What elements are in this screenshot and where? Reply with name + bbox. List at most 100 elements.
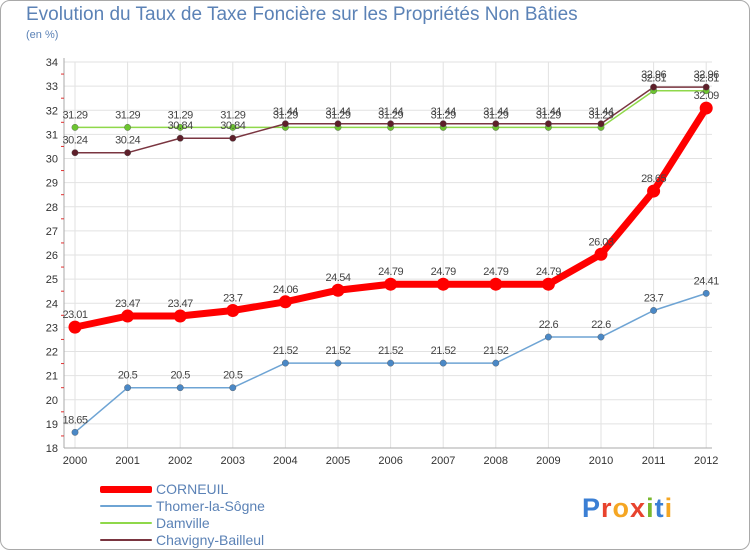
data-label-chavigny-bailleul: 31.44 xyxy=(273,106,298,118)
data-point-corneuil xyxy=(436,277,450,291)
data-label-chavigny-bailleul: 31.44 xyxy=(536,106,561,118)
data-label-thomer-la-sogne: 21.52 xyxy=(273,345,298,357)
data-label-corneuil: 26.03 xyxy=(588,236,613,248)
data-label-chavigny-bailleul: 30.84 xyxy=(168,120,193,132)
x-tick-label: 2003 xyxy=(221,455,245,467)
legend-label: Thomer-la-Sôgne xyxy=(156,498,265,514)
y-tick-label: 29 xyxy=(46,178,58,190)
data-point-thomer-la-sogne xyxy=(545,333,552,341)
data-label-damville: 31.29 xyxy=(483,109,508,121)
data-label-thomer-la-sogne: 22.6 xyxy=(591,319,611,331)
data-point-chavigny-bailleul xyxy=(387,120,394,128)
data-label-corneuil: 24.79 xyxy=(483,266,508,278)
data-label-corneuil: 23.47 xyxy=(168,298,193,310)
y-tick-label: 25 xyxy=(46,274,58,286)
y-tick-label: 21 xyxy=(46,371,58,383)
data-label-damville: 31.29 xyxy=(62,109,87,121)
data-point-thomer-la-sogne xyxy=(387,359,394,367)
data-label-thomer-la-sogne: 24.41 xyxy=(694,275,719,287)
legend-swatch xyxy=(100,539,152,541)
data-label-damville: 32.81 xyxy=(641,73,666,85)
legend-swatch xyxy=(100,485,152,493)
x-tick-label: 2005 xyxy=(326,455,350,467)
data-label-corneuil: 23.7 xyxy=(223,292,243,304)
legend-label: CORNEUIL xyxy=(156,481,229,497)
logo-letter: r xyxy=(601,493,613,523)
data-point-corneuil xyxy=(331,283,345,297)
data-label-thomer-la-sogne: 21.52 xyxy=(378,345,403,357)
legend-swatch xyxy=(100,522,152,524)
y-tick-label: 27 xyxy=(46,226,58,238)
data-label-damville: 31.29 xyxy=(378,109,403,121)
data-point-thomer-la-sogne xyxy=(334,359,342,367)
data-label-thomer-la-sogne: 18.65 xyxy=(62,414,87,426)
data-label-chavigny-bailleul: 30.24 xyxy=(62,135,87,147)
data-point-corneuil xyxy=(68,320,82,334)
data-point-thomer-la-sogne xyxy=(176,384,184,392)
x-tick-label: 2001 xyxy=(115,455,139,467)
data-label-corneuil: 24.79 xyxy=(431,266,456,278)
y-tick-label: 30 xyxy=(46,154,58,166)
legend-label: Damville xyxy=(156,515,210,531)
proxiti-logo: Proxiti xyxy=(582,493,673,524)
data-point-corneuil xyxy=(489,277,503,291)
data-point-corneuil xyxy=(278,295,292,309)
data-label-chavigny-bailleul: 31.44 xyxy=(325,106,350,118)
y-tick-label: 28 xyxy=(46,202,58,214)
logo-letter: i xyxy=(664,493,674,523)
data-label-thomer-la-sogne: 20.5 xyxy=(223,370,243,382)
data-label-corneuil: 24.79 xyxy=(378,266,403,278)
x-tick-label: 2009 xyxy=(536,455,560,467)
data-label-corneuil: 24.79 xyxy=(536,266,561,278)
data-label-thomer-la-sogne: 22.6 xyxy=(539,319,559,331)
y-tick-label: 20 xyxy=(46,395,58,407)
data-label-damville: 31.29 xyxy=(220,109,245,121)
data-point-chavigny-bailleul xyxy=(229,134,237,142)
data-point-damville xyxy=(124,123,132,131)
y-tick-label: 34 xyxy=(46,57,58,69)
data-label-damville: 32.81 xyxy=(694,73,719,85)
x-tick-label: 2004 xyxy=(273,455,297,467)
data-point-thomer-la-sogne xyxy=(492,359,500,367)
data-label-thomer-la-sogne: 21.52 xyxy=(325,345,350,357)
y-tick-label: 23 xyxy=(46,322,58,334)
data-point-chavigny-bailleul xyxy=(545,120,552,128)
x-tick-label: 2002 xyxy=(168,455,192,467)
data-label-chavigny-bailleul: 30.84 xyxy=(220,120,245,132)
data-point-chavigny-bailleul xyxy=(281,120,289,128)
data-point-thomer-la-sogne xyxy=(597,333,605,341)
data-label-chavigny-bailleul: 32.96 xyxy=(694,69,719,81)
y-tick-label: 31 xyxy=(46,129,58,141)
logo-letter: o xyxy=(612,493,631,523)
data-point-chavigny-bailleul xyxy=(124,149,132,157)
data-point-corneuil xyxy=(699,101,713,115)
legend-label: Chavigny-Bailleul xyxy=(156,532,265,548)
y-tick-label: 22 xyxy=(46,347,58,359)
data-point-corneuil xyxy=(541,277,555,291)
data-point-chavigny-bailleul xyxy=(334,120,342,128)
data-label-corneuil: 24.54 xyxy=(325,272,350,284)
data-point-thomer-la-sogne xyxy=(702,289,710,297)
y-tick-label: 32 xyxy=(46,105,58,117)
logo-letter: x xyxy=(630,493,647,523)
x-tick-label: 2007 xyxy=(431,455,455,467)
data-label-corneuil: 23.47 xyxy=(115,298,140,310)
legend-swatch xyxy=(100,505,152,507)
data-point-damville xyxy=(176,123,184,131)
data-point-corneuil xyxy=(121,309,135,323)
y-tick-label: 19 xyxy=(46,419,58,431)
chart-unit-label: (en %) xyxy=(26,29,59,41)
x-tick-label: 2011 xyxy=(642,455,666,467)
x-tick-label: 2000 xyxy=(63,455,87,467)
data-label-corneuil: 23.01 xyxy=(62,309,87,321)
x-tick-label: 2006 xyxy=(378,455,402,467)
data-point-chavigny-bailleul xyxy=(650,83,657,91)
data-point-damville xyxy=(71,123,79,131)
data-label-damville: 31.29 xyxy=(588,109,613,121)
data-point-thomer-la-sogne xyxy=(124,384,132,392)
data-label-damville: 31.29 xyxy=(431,109,456,121)
logo-letter: t xyxy=(654,493,665,523)
data-label-thomer-la-sogne: 20.5 xyxy=(118,370,138,382)
